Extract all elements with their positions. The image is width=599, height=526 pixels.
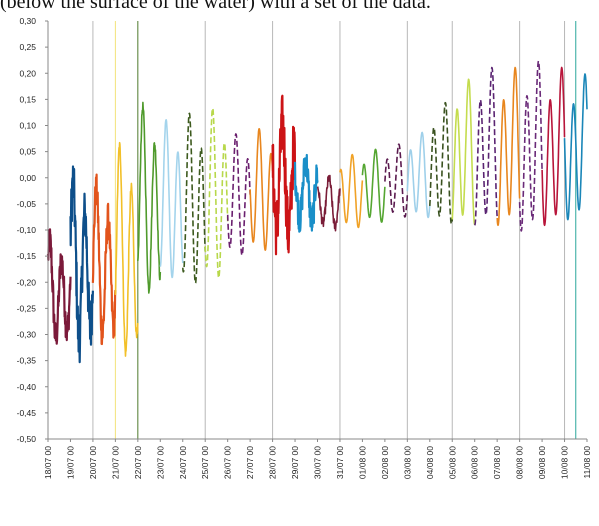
x-tick-label: 07/08 00 [492,446,502,479]
series-line-21-07 [114,141,139,357]
series-line-30-07 [316,174,341,232]
x-tick-label: 05/08 00 [447,446,457,479]
x-tick-label: 02/08 00 [380,446,390,479]
y-tick-label: 0,25 [19,42,36,52]
series-line-23-07 [159,119,184,279]
series-line-25-07 [204,107,229,279]
series-line-31-07 [339,153,364,229]
y-tick-label: -0,25 [17,303,37,313]
series-line-27-07 [249,128,274,251]
x-tick-label: 18/07 00 [43,446,53,479]
x-tick-label: 03/08 00 [402,446,412,479]
series-line-07-08 [496,66,521,227]
y-tick-label: 0,05 [19,147,36,157]
y-tick-label: -0,20 [17,277,37,287]
series-line-19-07 [69,165,94,364]
x-tick-label: 04/08 00 [425,446,435,479]
y-tick-label: -0,05 [17,199,37,209]
series-line-09-08 [541,66,566,227]
x-tick-label: 06/08 00 [470,446,480,479]
series-lines [46,60,588,364]
y-tick-label: 0,30 [19,16,36,26]
series-line-02-08 [384,143,409,218]
y-tick-label: 0,15 [19,94,36,104]
x-tick-label: 27/07 00 [245,446,255,479]
series-line-26-07 [226,133,251,257]
series-line-24-07 [182,112,206,284]
y-tick-label: -0,45 [17,408,37,418]
series-line-18-07 [46,228,72,345]
y-tick-label: 0,20 [19,68,36,78]
x-tick-label: 08/08 00 [515,446,525,479]
series-line-06-08 [473,66,498,226]
y-tick-label: -0,50 [17,434,37,444]
series-line-04-08 [429,101,454,225]
y-tick-label: 0,10 [19,121,36,131]
x-tick-label: 30/07 00 [313,446,323,479]
x-tick-label: 25/07 00 [200,446,210,479]
x-tick-label: 20/07 00 [88,446,98,479]
series-line-03-08 [406,131,431,219]
x-tick-label: 09/08 00 [537,446,547,479]
x-tick-label: 29/07 00 [290,446,300,479]
series-line-29-07 [293,153,319,233]
y-tick-label: 0,00 [19,173,36,183]
x-tick-label: 26/07 00 [223,446,233,479]
x-tick-label: 21/07 00 [110,446,120,479]
series-line-22-07 [137,101,162,294]
x-tick-label: 10/08 00 [560,446,570,479]
header-text-fragment: (below the surface of the water) with a … [0,0,431,13]
y-tick-label: -0,40 [17,382,37,392]
y-tick-label: -0,15 [17,251,37,261]
x-tick-label: 22/07 00 [133,446,143,479]
series-line-08-08 [518,60,543,232]
x-tick-label: 28/07 00 [268,446,278,479]
y-axis: 0,30 0,25 0,20 0,15 0,10 0,05 0,00 -0,05 -0,10 -0… [17,16,49,444]
x-tick-label: 19/07 00 [65,446,75,479]
x-tick-label: 31/07 00 [335,446,345,479]
y-tick-label: -0,10 [17,225,37,235]
series-line-28-07 [271,94,297,256]
y-tick-label: -0,30 [17,330,37,340]
y-tick-label: -0,35 [17,356,37,366]
x-axis: 18/07 00 19/07 00 20/07 00 21/07 00 22/07 00… [43,438,592,479]
series-line-10-08 [563,73,588,221]
series-line-05-08 [451,78,476,226]
x-tick-label: 23/07 00 [155,446,165,479]
x-tick-label: 24/07 00 [178,446,188,479]
x-tick-label: 01/08 00 [357,446,367,479]
series-line-20-07 [91,173,117,346]
series-line-01-08 [361,148,386,223]
x-tick-label: 11/08 00 [582,446,592,479]
